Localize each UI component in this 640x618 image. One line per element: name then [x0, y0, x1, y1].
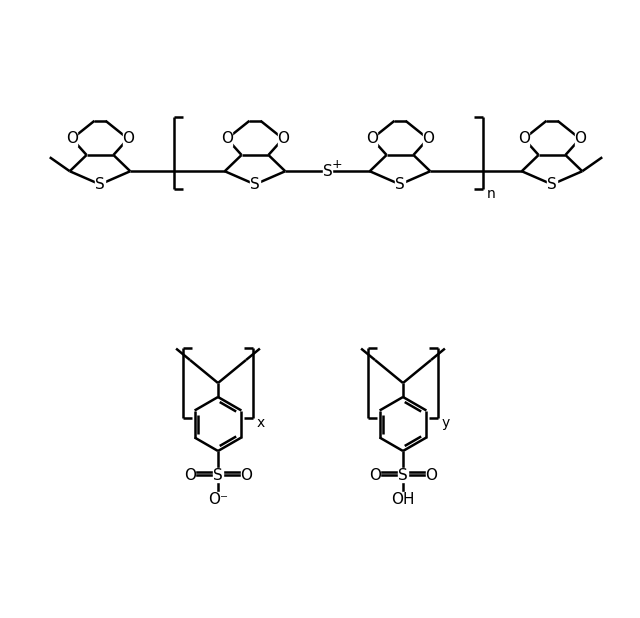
- Bar: [185, 468, 195, 482]
- Text: y: y: [442, 416, 450, 430]
- Bar: [547, 177, 557, 192]
- Bar: [241, 468, 251, 482]
- Text: S: S: [547, 177, 557, 192]
- Text: O: O: [240, 467, 252, 483]
- Bar: [222, 132, 232, 146]
- Text: O: O: [518, 131, 530, 146]
- Text: S: S: [323, 164, 332, 179]
- Bar: [95, 177, 105, 192]
- Text: O: O: [425, 467, 437, 483]
- Bar: [426, 468, 436, 482]
- Text: O: O: [184, 467, 196, 483]
- Bar: [398, 468, 408, 482]
- Text: O: O: [277, 131, 289, 146]
- Text: S: S: [250, 177, 260, 192]
- Text: S: S: [395, 177, 405, 192]
- Text: O: O: [66, 131, 78, 146]
- Bar: [423, 132, 433, 146]
- Text: O: O: [122, 131, 134, 146]
- Text: S: S: [95, 177, 105, 192]
- Text: O: O: [221, 131, 233, 146]
- Bar: [367, 132, 377, 146]
- Text: OH: OH: [391, 491, 415, 507]
- Bar: [519, 132, 529, 146]
- Bar: [213, 468, 223, 482]
- Bar: [575, 132, 585, 146]
- Bar: [250, 177, 260, 192]
- Bar: [67, 132, 77, 146]
- Text: O: O: [369, 467, 381, 483]
- Text: O⁻: O⁻: [208, 491, 228, 507]
- Bar: [278, 132, 288, 146]
- Bar: [371, 468, 380, 482]
- Text: n: n: [486, 187, 495, 201]
- Text: S: S: [213, 467, 223, 483]
- Bar: [394, 492, 412, 506]
- Text: O: O: [574, 131, 586, 146]
- Text: x: x: [257, 416, 265, 430]
- Text: S: S: [398, 467, 408, 483]
- Text: O: O: [366, 131, 378, 146]
- Text: +: +: [331, 158, 342, 171]
- Bar: [209, 492, 227, 506]
- Bar: [323, 164, 332, 178]
- Text: O: O: [422, 131, 434, 146]
- Bar: [396, 177, 404, 192]
- Bar: [124, 132, 132, 146]
